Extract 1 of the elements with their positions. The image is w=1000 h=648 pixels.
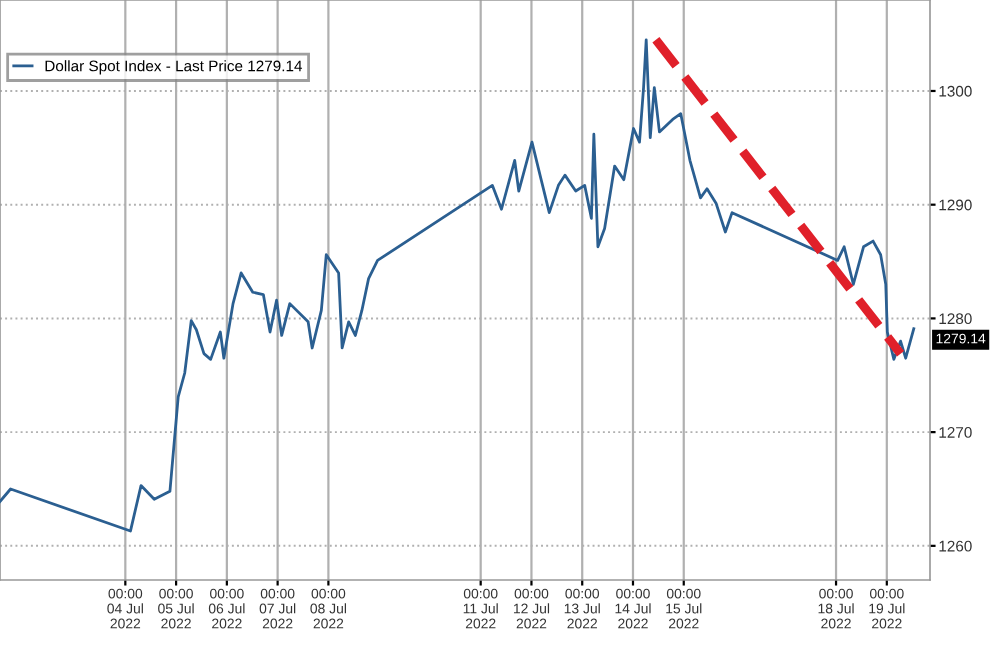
line-series	[0, 38, 916, 533]
